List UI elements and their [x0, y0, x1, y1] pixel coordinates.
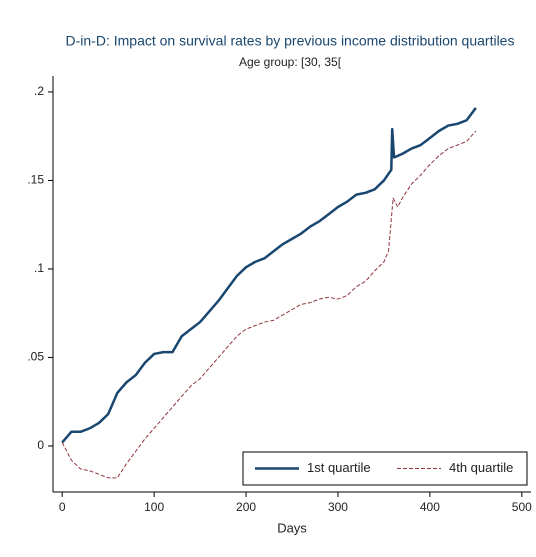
legend: 1st quartile 4th quartile	[242, 451, 528, 486]
x-tick-label: 0	[59, 500, 66, 514]
series-line	[61, 107, 477, 444]
chart-subtitle: Age group: [30, 35[	[239, 55, 342, 69]
y-tick-label: .05	[27, 350, 44, 364]
y-tick-label: .1	[34, 261, 44, 275]
x-tick-label: 100	[144, 500, 164, 514]
y-tick-label: .2	[34, 84, 44, 98]
y-tick-label: 0	[37, 438, 44, 452]
y-tick-label: .15	[27, 173, 44, 187]
x-tick-label: 300	[328, 500, 348, 514]
legend-label: 4th quartile	[449, 460, 513, 475]
legend-label: 1st quartile	[307, 460, 371, 475]
chart-title: D-in-D: Impact on survival rates by prev…	[66, 33, 515, 49]
x-tick-label: 200	[236, 500, 256, 514]
x-tick-label: 400	[420, 500, 440, 514]
series-line	[61, 130, 477, 479]
x-axis-title: Days	[277, 520, 307, 535]
x-tick-label: 500	[512, 500, 532, 514]
